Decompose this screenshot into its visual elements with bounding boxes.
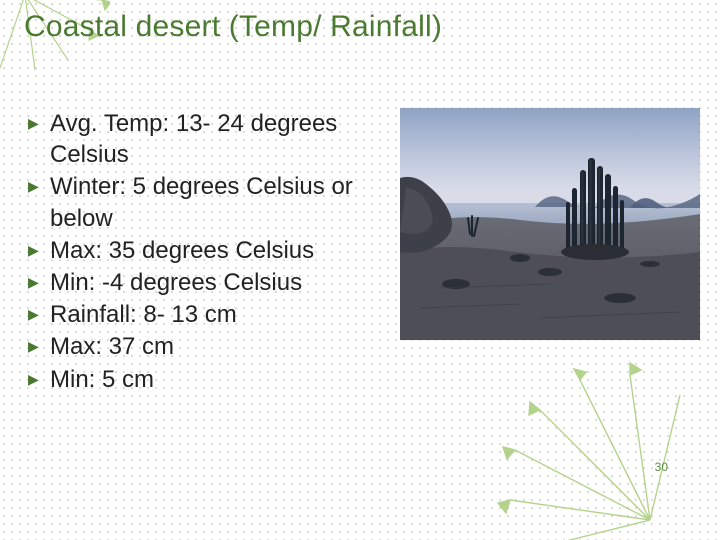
list-item: Rainfall: 8- 13 cm	[28, 299, 380, 330]
list-item: Max: 35 degrees Celsius	[28, 235, 380, 266]
list-item: Winter: 5 degrees Celsius or below	[28, 171, 380, 233]
slide-title: Coastal desert (Temp/ Rainfall)	[24, 10, 696, 44]
coastal-desert-photo	[400, 108, 700, 340]
page-number: 30	[655, 460, 668, 474]
bullet-list: Avg. Temp: 13- 24 degrees Celsius Winter…	[28, 108, 380, 396]
list-item: Min: 5 cm	[28, 364, 380, 395]
list-item: Max: 37 cm	[28, 331, 380, 362]
corner-leaf-decoration-bottom-right	[470, 340, 720, 540]
list-item: Min: -4 degrees Celsius	[28, 267, 380, 298]
list-item: Avg. Temp: 13- 24 degrees Celsius	[28, 108, 380, 170]
